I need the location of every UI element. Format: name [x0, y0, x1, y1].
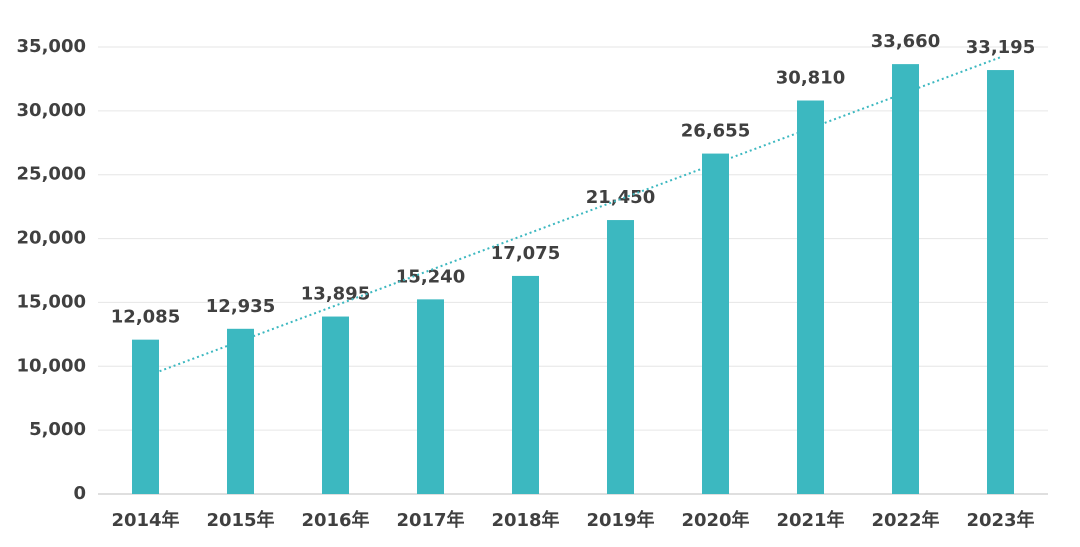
y-tick-label: 25,000 [17, 164, 86, 185]
y-tick-label: 20,000 [17, 228, 86, 249]
value-label: 26,655 [681, 121, 750, 142]
value-label: 33,195 [966, 37, 1035, 58]
y-tick-label: 30,000 [17, 100, 86, 121]
bar [322, 316, 349, 494]
y-tick-label: 5,000 [29, 419, 86, 440]
y-tick-label: 0 [73, 483, 86, 504]
value-label: 33,660 [871, 31, 940, 52]
value-label: 15,240 [396, 266, 465, 287]
bar [227, 328, 254, 494]
x-tick-label: 2016年 [301, 509, 369, 531]
value-label: 17,075 [491, 243, 560, 264]
bar [512, 275, 539, 494]
trendline [145, 56, 1001, 378]
bar [132, 339, 159, 494]
value-label: 30,810 [776, 68, 845, 89]
bar [892, 64, 919, 495]
x-tick-label: 2017年 [396, 509, 464, 531]
bar [607, 220, 634, 494]
x-tick-label: 2020年 [681, 509, 749, 531]
x-tick-label: 2019年 [586, 509, 654, 531]
bar [797, 100, 824, 495]
bar [987, 70, 1014, 494]
bar [417, 299, 444, 494]
value-label: 12,935 [206, 296, 275, 317]
bar [702, 153, 729, 494]
x-tick-label: 2015年 [206, 509, 274, 531]
y-tick-label: 15,000 [17, 291, 86, 312]
x-tick-label: 2022年 [871, 509, 939, 531]
x-tick-label: 2018年 [491, 509, 559, 531]
y-tick-label: 35,000 [17, 36, 86, 57]
y-tick-label: 10,000 [17, 355, 86, 376]
value-label: 13,895 [301, 284, 370, 305]
x-tick-label: 2023年 [966, 509, 1034, 531]
x-tick-label: 2014年 [111, 509, 179, 531]
value-label: 12,085 [111, 307, 180, 328]
x-tick-label: 2021年 [776, 509, 844, 531]
value-label: 21,450 [586, 187, 655, 208]
